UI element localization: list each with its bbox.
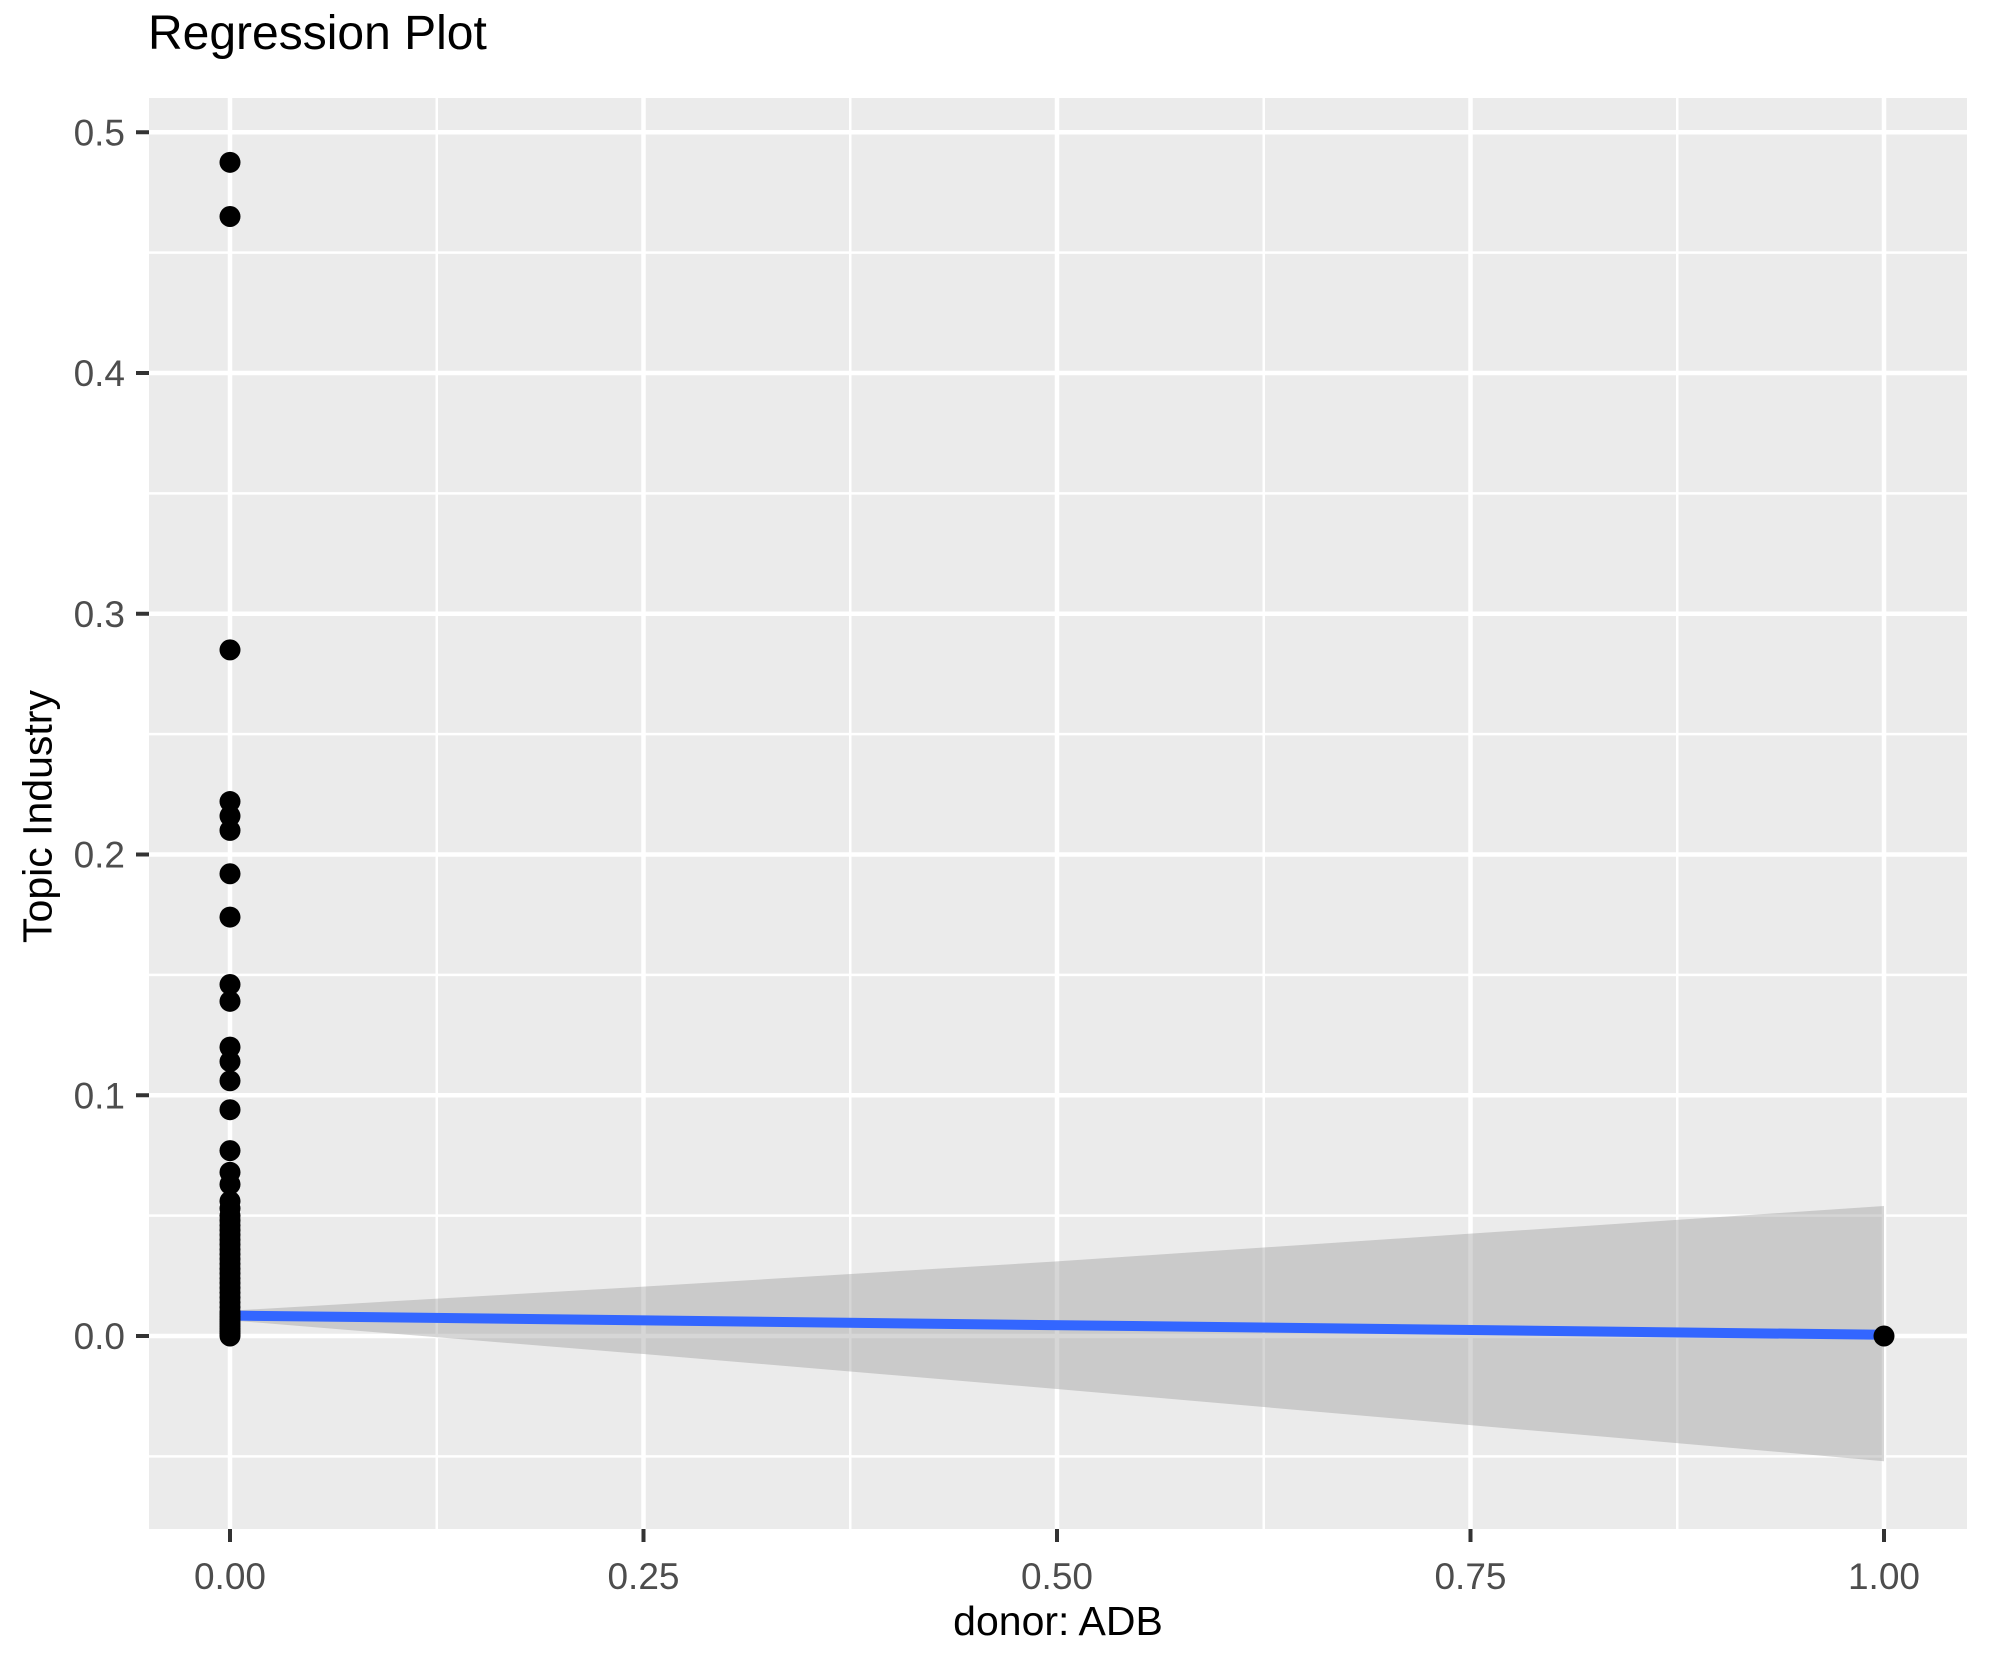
scatter-point	[219, 1051, 241, 1073]
y-axis-tick-label: 0.2	[74, 835, 125, 876]
x-axis-tick-label: 1.00	[1848, 1556, 1920, 1597]
scatter-point	[219, 863, 241, 885]
x-axis-tick-label: 0.00	[194, 1556, 266, 1597]
y-axis-tick-label: 0.0	[74, 1316, 125, 1357]
confidence-band	[230, 1205, 1884, 1462]
scatter-point	[219, 990, 241, 1012]
scatter-point	[219, 819, 241, 841]
scatter-point	[219, 151, 241, 173]
scatter-point	[219, 974, 241, 996]
scatter-point	[219, 1325, 241, 1347]
scatter-point	[219, 206, 241, 228]
scatter-point	[219, 1140, 241, 1162]
x-axis-tick-label: 0.75	[1434, 1556, 1506, 1597]
x-axis-tick-label: 0.25	[607, 1556, 679, 1597]
scatter-point	[219, 1036, 241, 1058]
scatter-point	[219, 791, 241, 813]
y-axis-tick-label: 0.5	[74, 112, 125, 153]
regression-line	[229, 1310, 1885, 1340]
confidence-band-group	[230, 1205, 1884, 1462]
scatter-point	[1873, 1325, 1895, 1347]
axis-ticks	[136, 130, 1886, 1542]
scatter-point	[219, 805, 241, 827]
axis-tick-labels: 0.0 0.1 0.2 0.3 0.4 0.5 0.00 0.25 0.50 0.75 1.00	[74, 112, 1920, 1597]
scatter-point	[219, 906, 241, 928]
x-axis-title: donor: ADB	[953, 1598, 1163, 1644]
scatter-points-group	[219, 151, 1895, 1347]
y-axis-tick-label: 0.1	[74, 1075, 125, 1116]
scatter-point	[219, 1070, 241, 1092]
x-axis-tick-label: 0.50	[1021, 1556, 1093, 1597]
y-axis-tick-label: 0.3	[74, 594, 125, 635]
y-axis-tick-label: 0.4	[74, 353, 125, 394]
scatter-point	[219, 639, 241, 661]
scatter-point	[219, 1099, 241, 1121]
scatter-point	[219, 1173, 241, 1195]
regression-line-group	[229, 1310, 1885, 1340]
plot-title: Regression Plot	[148, 7, 487, 60]
